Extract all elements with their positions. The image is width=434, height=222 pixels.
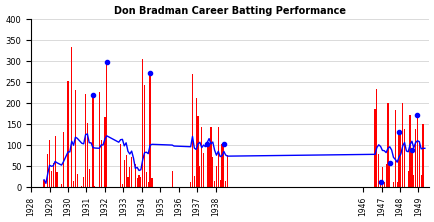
Bar [140, 177, 141, 187]
Bar [388, 163, 389, 187]
Bar [374, 109, 375, 187]
Bar [54, 136, 56, 187]
Bar [381, 167, 382, 187]
Bar [197, 116, 198, 187]
Bar [191, 74, 193, 187]
Bar [171, 171, 172, 187]
Bar [100, 140, 102, 187]
Bar [420, 175, 421, 187]
Bar [421, 124, 423, 187]
Bar [379, 182, 380, 187]
Bar [71, 47, 72, 187]
Bar [145, 172, 147, 187]
Bar [61, 184, 62, 187]
Bar [89, 169, 90, 187]
Bar [129, 167, 130, 187]
Bar [396, 182, 397, 187]
Bar [87, 123, 88, 187]
Bar [53, 163, 54, 187]
Bar [398, 132, 399, 187]
Bar [147, 182, 148, 187]
Bar [212, 157, 213, 187]
Bar [193, 176, 194, 187]
Bar [136, 178, 138, 187]
Bar [56, 172, 57, 187]
Bar [195, 98, 196, 187]
Bar [104, 117, 105, 187]
Bar [125, 155, 126, 187]
Bar [206, 145, 207, 187]
Bar [85, 93, 86, 187]
Bar [418, 142, 419, 187]
Bar [416, 115, 417, 187]
Bar [199, 166, 200, 187]
Bar [122, 184, 123, 187]
Bar [138, 175, 139, 187]
Bar [102, 186, 103, 187]
Bar [414, 129, 415, 187]
Bar [94, 186, 95, 187]
Bar [106, 61, 107, 187]
Bar [81, 186, 82, 187]
Bar [214, 181, 215, 187]
Bar [224, 181, 226, 187]
Bar [76, 174, 78, 187]
Bar [49, 140, 50, 187]
Bar [394, 109, 395, 187]
Bar [67, 81, 69, 187]
Bar [120, 144, 121, 187]
Bar [62, 132, 64, 187]
Bar [92, 95, 93, 187]
Bar [73, 181, 74, 187]
Bar [201, 127, 202, 187]
Bar [149, 73, 150, 187]
Bar [75, 90, 76, 187]
Bar [142, 59, 143, 187]
Bar [215, 166, 217, 187]
Bar [43, 180, 45, 187]
Bar [123, 160, 125, 187]
Bar [203, 153, 204, 187]
Bar [151, 178, 152, 187]
Bar [392, 182, 393, 187]
Bar [219, 180, 220, 187]
Bar [399, 134, 401, 187]
Bar [217, 127, 218, 187]
Bar [223, 144, 224, 187]
Bar [408, 115, 410, 187]
Bar [386, 103, 388, 187]
Bar [221, 145, 222, 187]
Bar [208, 144, 209, 187]
Bar [401, 103, 402, 187]
Bar [47, 154, 48, 187]
Bar [190, 182, 191, 187]
Bar [83, 177, 84, 187]
Bar [377, 154, 378, 187]
Bar [51, 170, 52, 187]
Bar [144, 85, 145, 187]
Title: Don Bradman Career Batting Performance: Don Bradman Career Batting Performance [114, 6, 345, 16]
Bar [99, 92, 100, 187]
Bar [403, 129, 404, 187]
Bar [385, 164, 386, 187]
Bar [412, 175, 414, 187]
Bar [210, 127, 211, 187]
Bar [127, 177, 128, 187]
Bar [383, 182, 384, 187]
Bar [375, 89, 377, 187]
Bar [407, 171, 408, 187]
Bar [131, 157, 132, 187]
